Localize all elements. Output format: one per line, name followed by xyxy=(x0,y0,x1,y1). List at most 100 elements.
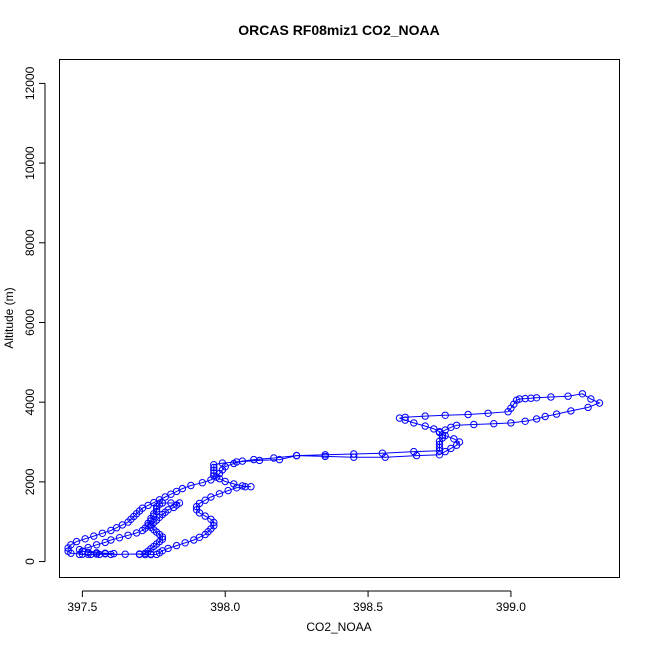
data-point xyxy=(201,512,209,520)
data-point xyxy=(92,541,101,549)
data-point xyxy=(152,507,161,516)
data-point xyxy=(521,394,529,403)
data-point xyxy=(101,549,109,557)
y-tick-label: 2000 xyxy=(23,468,37,495)
data-point xyxy=(107,536,115,544)
data-point xyxy=(210,461,218,469)
data-point xyxy=(464,410,472,419)
data-point xyxy=(172,487,181,496)
data-point xyxy=(198,479,207,487)
data-point xyxy=(541,412,549,421)
data-point xyxy=(221,477,229,486)
y-axis: 0 2000 4000 6000 8000 10000 12000 xyxy=(23,66,46,565)
data-point xyxy=(110,549,118,558)
data-point xyxy=(435,447,444,455)
data-point xyxy=(532,415,541,423)
data-point xyxy=(210,463,218,472)
data-point xyxy=(270,454,278,462)
data-point xyxy=(147,550,155,558)
data-point xyxy=(87,550,95,559)
y-tick-label: 4000 xyxy=(23,389,37,416)
data-point xyxy=(470,420,478,429)
data-point xyxy=(215,490,224,498)
data-point xyxy=(504,408,512,416)
data-point xyxy=(201,496,209,504)
data-point xyxy=(484,409,492,417)
data-point xyxy=(172,541,181,550)
data-point xyxy=(430,425,438,433)
data-point xyxy=(578,390,587,398)
data-point xyxy=(167,490,175,498)
plot-frame xyxy=(59,59,620,578)
data-point xyxy=(144,501,152,510)
data-point xyxy=(207,493,215,501)
data-point xyxy=(195,499,204,508)
data-point xyxy=(378,449,387,457)
data-point xyxy=(447,444,455,453)
data-point xyxy=(552,410,561,418)
x-tick-label: 397.5 xyxy=(67,600,97,614)
x-axis: 397.5 398.0 398.5 399.0 xyxy=(67,590,526,614)
data-point xyxy=(564,392,572,400)
data-point xyxy=(507,419,515,427)
data-point xyxy=(161,493,169,501)
data-point xyxy=(250,455,258,464)
data-point xyxy=(255,456,264,465)
data-point xyxy=(587,395,595,403)
data-point xyxy=(124,531,132,539)
data-point xyxy=(435,451,444,459)
data-point xyxy=(247,483,255,491)
data-point xyxy=(118,521,127,529)
data-point xyxy=(421,412,429,420)
data-point xyxy=(84,543,92,552)
data-point xyxy=(155,496,164,504)
data-point xyxy=(438,431,447,439)
data-point xyxy=(321,451,329,459)
series-layer xyxy=(64,390,604,559)
data-point xyxy=(238,482,247,490)
chart-title: ORCAS RF08miz1 CO2_NOAA xyxy=(238,22,440,38)
data-point xyxy=(532,394,541,402)
data-point xyxy=(410,419,418,427)
y-tick-label: 10000 xyxy=(23,146,37,180)
data-point xyxy=(455,438,464,446)
x-tick-label: 399.0 xyxy=(496,600,526,614)
data-point xyxy=(230,480,238,488)
data-point xyxy=(224,486,232,495)
data-point xyxy=(107,526,115,535)
data-point xyxy=(72,537,81,546)
data-point xyxy=(435,443,444,452)
data-point xyxy=(527,394,535,402)
data-point xyxy=(441,411,449,419)
data-point xyxy=(98,529,107,537)
data-point xyxy=(350,450,358,458)
data-point xyxy=(195,533,204,541)
y-tick-label: 12000 xyxy=(23,66,37,100)
data-point xyxy=(547,393,555,401)
data-point xyxy=(401,413,409,421)
data-point xyxy=(521,417,529,425)
data-point xyxy=(164,544,172,553)
data-point xyxy=(178,484,187,493)
data-point xyxy=(124,518,132,526)
data-point xyxy=(567,407,575,415)
data-point xyxy=(584,403,592,412)
x-tick-label: 398.0 xyxy=(210,600,240,614)
data-point xyxy=(401,416,409,424)
data-point xyxy=(292,451,301,460)
data-point xyxy=(421,422,429,430)
x-tick-label: 398.5 xyxy=(353,600,383,614)
data-point xyxy=(95,550,104,559)
data-point xyxy=(135,550,144,558)
data-point xyxy=(230,459,238,468)
data-point xyxy=(595,399,604,407)
data-point xyxy=(181,539,189,547)
data-point xyxy=(121,550,129,558)
data-point xyxy=(78,550,87,558)
data-point xyxy=(150,498,158,507)
data-point xyxy=(90,532,98,540)
data-point xyxy=(490,420,498,428)
data-point xyxy=(187,481,195,490)
y-tick-label: 0 xyxy=(23,558,37,565)
